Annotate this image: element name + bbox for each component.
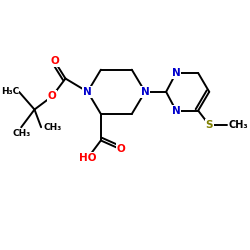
Text: CH₃: CH₃ — [43, 123, 62, 132]
Text: O: O — [48, 91, 56, 101]
Text: S: S — [206, 120, 213, 130]
Text: N: N — [141, 87, 150, 97]
Text: O: O — [116, 144, 125, 154]
Text: CH₃: CH₃ — [12, 130, 30, 138]
Text: H₃C: H₃C — [1, 87, 19, 96]
Text: O: O — [50, 56, 59, 66]
Text: N: N — [172, 68, 180, 78]
Text: N: N — [172, 106, 180, 116]
Text: N: N — [83, 87, 92, 97]
Text: HO: HO — [79, 153, 96, 163]
Text: CH₃: CH₃ — [228, 120, 248, 130]
